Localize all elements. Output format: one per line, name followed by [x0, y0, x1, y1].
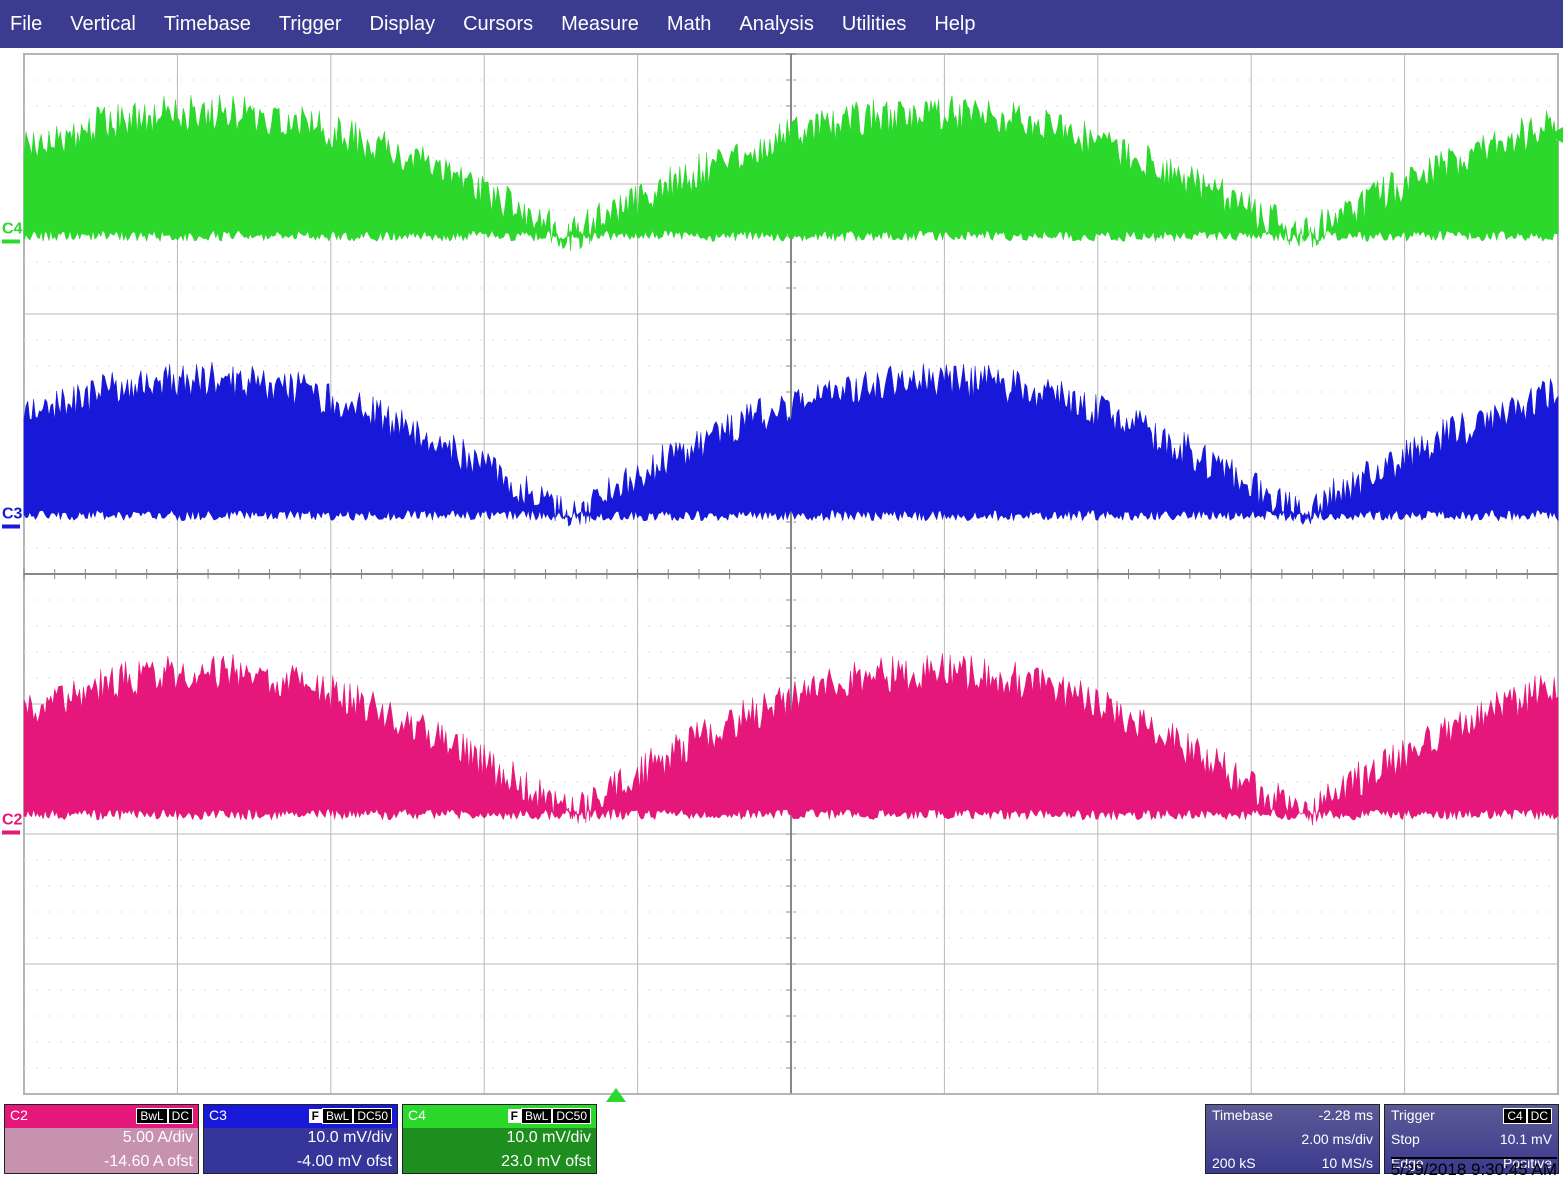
- timebase-delay: -2.28 ms: [1319, 1107, 1373, 1123]
- channel-panel-c3[interactable]: C3 FBwLDC50 10.0 mV/div -4.00 mV ofst: [203, 1104, 398, 1174]
- badge-bwl: BwL: [322, 1108, 353, 1124]
- timebase-rate: 10 MS/s: [1322, 1155, 1373, 1171]
- waveform-display: C4 C3 C2: [0, 48, 1563, 1102]
- menu-timebase[interactable]: Timebase: [164, 13, 251, 36]
- badge-f: F: [309, 1109, 322, 1123]
- menu-vertical[interactable]: Vertical: [70, 13, 136, 36]
- badge-dc50: DC50: [353, 1108, 392, 1124]
- menu-bar: File Vertical Timebase Trigger Display Cursor…: [0, 0, 1563, 48]
- channel-id: C4: [408, 1107, 426, 1123]
- trigger-level-marker[interactable]: [1549, 127, 1563, 143]
- channel-scale: 5.00 A/div: [10, 1129, 193, 1147]
- trigger-badge-dc: DC: [1527, 1108, 1552, 1124]
- trigger-mode: Stop: [1391, 1131, 1420, 1147]
- menu-trigger[interactable]: Trigger: [279, 13, 342, 36]
- menu-utilities[interactable]: Utilities: [842, 13, 906, 36]
- timebase-scale: 2.00 ms/div: [1301, 1131, 1373, 1147]
- channel-scale: 10.0 mV/div: [209, 1129, 392, 1147]
- badge-dc: DC: [168, 1108, 193, 1124]
- channel-offset: 23.0 mV ofst: [408, 1153, 591, 1171]
- channel-scale: 10.0 mV/div: [408, 1129, 591, 1147]
- channel-panel-c2[interactable]: C2 BwLDC 5.00 A/div -14.60 A ofst: [4, 1104, 199, 1174]
- channel-id: C2: [10, 1107, 28, 1123]
- waveform-svg: [0, 48, 1563, 1102]
- menu-display[interactable]: Display: [370, 13, 436, 36]
- timestamp: 5/29/2018 9:30:45 AM: [1391, 1157, 1557, 1180]
- trigger-position-marker[interactable]: [606, 1088, 626, 1102]
- channel-label-c2: C2: [0, 811, 24, 834]
- menu-file[interactable]: File: [10, 13, 42, 36]
- menu-help[interactable]: Help: [934, 13, 975, 36]
- menu-measure[interactable]: Measure: [561, 13, 639, 36]
- menu-analysis[interactable]: Analysis: [739, 13, 813, 36]
- timebase-mem: 200 kS: [1212, 1155, 1256, 1171]
- badge-bwl: BwL: [136, 1108, 167, 1124]
- trigger-badge-c4: C4: [1503, 1108, 1526, 1124]
- menu-cursors[interactable]: Cursors: [463, 13, 533, 36]
- trigger-level: 10.1 mV: [1500, 1131, 1552, 1147]
- badge-bwl: BwL: [521, 1108, 552, 1124]
- status-bar: C2BwLDC5.00 A/div-14.60 A ofstC3FBwLDC50…: [0, 1102, 1563, 1180]
- badge-dc50: DC50: [552, 1108, 591, 1124]
- badge-f: F: [508, 1109, 521, 1123]
- channel-label-c4: C4: [0, 221, 24, 244]
- channel-id: C3: [209, 1107, 227, 1123]
- channel-offset: -14.60 A ofst: [10, 1153, 193, 1171]
- trigger-title: Trigger: [1391, 1107, 1435, 1123]
- channel-panel-c4[interactable]: C4 FBwLDC50 10.0 mV/div 23.0 mV ofst: [402, 1104, 597, 1174]
- menu-math[interactable]: Math: [667, 13, 711, 36]
- timebase-panel: Timebase -2.28 ms 2.00 ms/div 200 kS 10 MS…: [1205, 1104, 1380, 1174]
- timebase-title: Timebase: [1212, 1107, 1273, 1123]
- channel-offset: -4.00 mV ofst: [209, 1153, 392, 1171]
- channel-label-c3: C3: [0, 506, 24, 529]
